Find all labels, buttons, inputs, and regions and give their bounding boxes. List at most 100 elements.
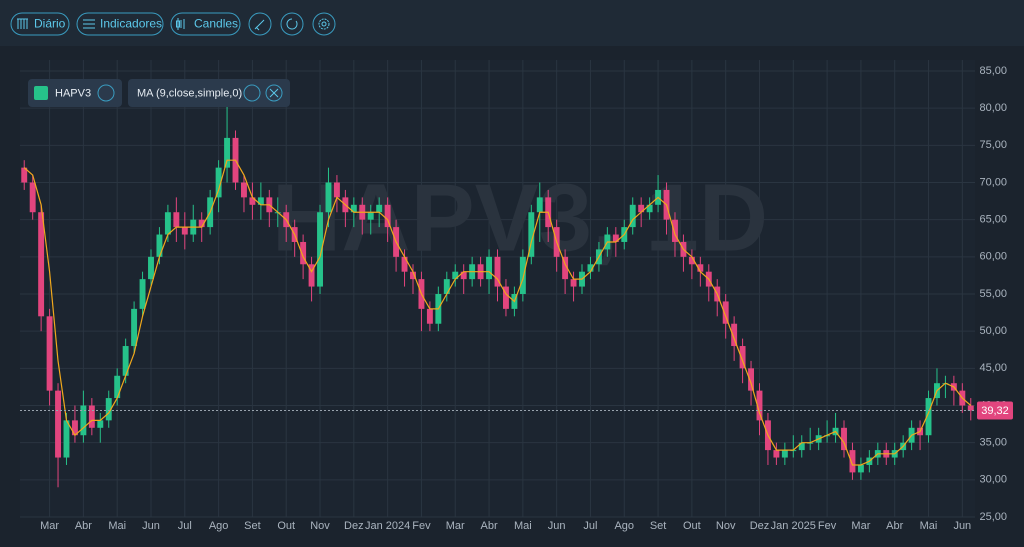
- candle-body: [241, 182, 247, 198]
- y-tick-label: 75,00: [979, 139, 1007, 151]
- button-label: Diário: [34, 17, 66, 31]
- x-tick-label: Mai: [108, 520, 126, 532]
- button-candles[interactable]: Candles: [170, 12, 241, 36]
- candle-body: [139, 279, 146, 309]
- x-tick-label: Fev: [818, 520, 837, 532]
- candle-body: [731, 323, 738, 347]
- candle-body: [841, 427, 847, 451]
- candle-body: [570, 279, 577, 287]
- candle-body: [494, 256, 501, 287]
- candle-body: [148, 256, 154, 280]
- candle-body: [528, 212, 535, 257]
- x-tick-label: Dez: [750, 520, 770, 532]
- candle-body: [967, 405, 974, 411]
- candle-body: [925, 398, 932, 436]
- y-tick-label: 70,00: [979, 176, 1007, 188]
- x-tick-label: Abr: [480, 520, 497, 532]
- button-label: Candles: [194, 17, 238, 31]
- y-tick-label: 50,00: [979, 325, 1007, 337]
- y-tick-label: 35,00: [979, 437, 1007, 449]
- legend-remove-icon: [269, 88, 279, 98]
- candle-body: [798, 442, 805, 451]
- watermark: HAPV3, 1D: [272, 164, 768, 271]
- candle-body: [748, 368, 754, 391]
- button-reset[interactable]: [280, 12, 304, 36]
- candle-body: [410, 271, 416, 280]
- candle-body: [181, 227, 188, 235]
- candle-body: [562, 256, 569, 280]
- candle-body: [88, 405, 95, 428]
- candle-body: [688, 256, 695, 265]
- candle-body: [536, 197, 543, 213]
- x-tick-label: Nov: [716, 520, 736, 532]
- legend-remove[interactable]: [265, 84, 283, 102]
- candle-body: [80, 405, 87, 436]
- candle-body: [300, 241, 307, 265]
- candle-body: [308, 264, 315, 287]
- candle-body: [697, 264, 704, 272]
- button-settings[interactable]: [312, 12, 336, 36]
- candle-body: [739, 346, 746, 369]
- legend-label: MA (9,close,simple,0): [137, 87, 242, 99]
- x-tick-label: Mai: [920, 520, 938, 532]
- candle-body: [376, 204, 383, 213]
- button-indicators[interactable]: Indicadores: [76, 12, 164, 36]
- candle-body: [156, 234, 163, 257]
- candle-body: [638, 204, 645, 213]
- candle-body: [131, 308, 138, 347]
- y-tick-label: 60,00: [979, 251, 1007, 263]
- legend-main: HAPV3: [28, 79, 122, 107]
- x-tick-label: Jan 2025: [771, 520, 816, 532]
- candle-body: [587, 264, 594, 272]
- candle-body: [502, 286, 509, 309]
- candle-body: [443, 279, 450, 294]
- x-tick-label: Set: [244, 520, 261, 532]
- y-tick-label: 55,00: [979, 288, 1007, 300]
- legend-settings[interactable]: [97, 84, 115, 102]
- candle-body: [257, 197, 264, 205]
- x-tick-label: Ago: [614, 520, 634, 532]
- candle-body: [849, 450, 856, 473]
- button-draw[interactable]: [248, 12, 272, 36]
- button-period[interactable]: Diário: [10, 12, 70, 36]
- candle-body: [629, 204, 636, 228]
- candle-body: [63, 420, 70, 458]
- candle-body: [612, 234, 619, 242]
- candle-body: [71, 420, 78, 436]
- moving-average-line: [23, 159, 972, 466]
- x-tick-label: Fev: [412, 520, 431, 532]
- x-tick-label: Mar: [40, 520, 59, 532]
- button-label: Indicadores: [100, 17, 162, 31]
- price-tag-label: 39,32: [981, 405, 1009, 417]
- x-tick-label: Jun: [953, 520, 971, 532]
- y-tick-label: 85,00: [979, 65, 1007, 77]
- candle-body: [122, 346, 129, 376]
- candle-body: [97, 420, 104, 428]
- legend-label: HAPV3: [55, 87, 91, 99]
- candle-body: [857, 464, 864, 473]
- candle-body: [426, 308, 433, 324]
- candle-body: [173, 212, 180, 228]
- candle-body: [646, 204, 653, 213]
- x-tick-label: Set: [650, 520, 667, 532]
- x-tick-label: Nov: [310, 520, 330, 532]
- candle-body: [333, 182, 340, 198]
- x-tick-label: Abr: [75, 520, 92, 532]
- legend-ma: MA (9,close,simple,0): [128, 79, 290, 107]
- x-tick-label: Mai: [514, 520, 532, 532]
- candle-body: [249, 197, 256, 205]
- x-tick-label: Out: [683, 520, 701, 532]
- candle-body: [317, 212, 323, 287]
- candle-body: [756, 390, 763, 421]
- candle-body: [198, 219, 205, 228]
- marks: [20, 100, 975, 488]
- candle-body: [114, 375, 121, 399]
- x-tick-label: Jan 2024: [365, 520, 410, 532]
- candle-body: [781, 450, 788, 458]
- candle-body: [46, 316, 53, 391]
- legend-swatch: [34, 86, 48, 100]
- candle-body: [21, 167, 28, 183]
- legend-settings[interactable]: [243, 84, 261, 102]
- y-tick-label: 65,00: [979, 214, 1007, 226]
